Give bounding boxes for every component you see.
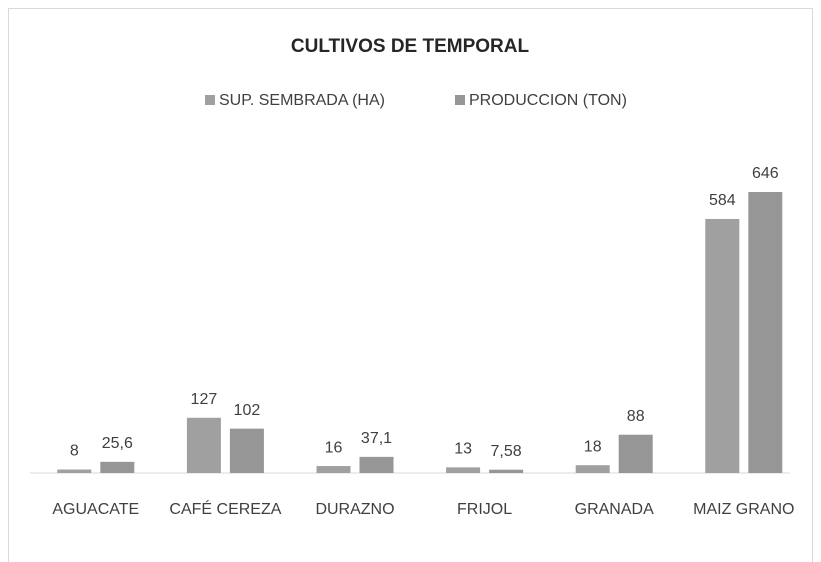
bar (618, 434, 653, 473)
value-label: 13 (454, 441, 472, 458)
chart-frame (8, 8, 813, 562)
value-label: 88 (627, 408, 645, 425)
value-label: 7,58 (491, 443, 522, 460)
x-tick-label: MAIZ GRANO (693, 501, 794, 518)
bar (575, 465, 610, 473)
legend-swatch (205, 95, 215, 105)
bar (57, 469, 92, 473)
bar (316, 466, 351, 473)
bar (186, 417, 221, 473)
legend-label: PRODUCCION (TON) (469, 92, 627, 109)
value-label: 584 (709, 192, 736, 209)
value-label: 102 (234, 402, 261, 419)
bar (705, 218, 740, 473)
bar (100, 461, 135, 473)
x-tick-label: GRANADA (575, 501, 654, 518)
x-tick-label: AGUACATE (52, 501, 139, 518)
bar (229, 428, 264, 473)
x-tick-label: DURAZNO (315, 501, 394, 518)
x-tick-label: FRIJOL (457, 501, 512, 518)
value-label: 127 (191, 391, 218, 408)
legend-label: SUP. SEMBRADA (HA) (219, 92, 385, 109)
value-label: 646 (752, 165, 779, 182)
bar (359, 456, 394, 473)
chart-title: CULTIVOS DE TEMPORAL (291, 36, 530, 57)
bar (489, 469, 524, 473)
value-label: 37,1 (361, 430, 392, 447)
value-label: 16 (325, 439, 343, 456)
value-label: 8 (70, 443, 79, 460)
legend-swatch (455, 95, 465, 105)
bar (748, 191, 783, 474)
bar (446, 467, 481, 473)
x-tick-label: CAFÉ CEREZA (169, 499, 281, 518)
value-label: 25,6 (102, 435, 133, 452)
value-label: 18 (584, 438, 602, 455)
